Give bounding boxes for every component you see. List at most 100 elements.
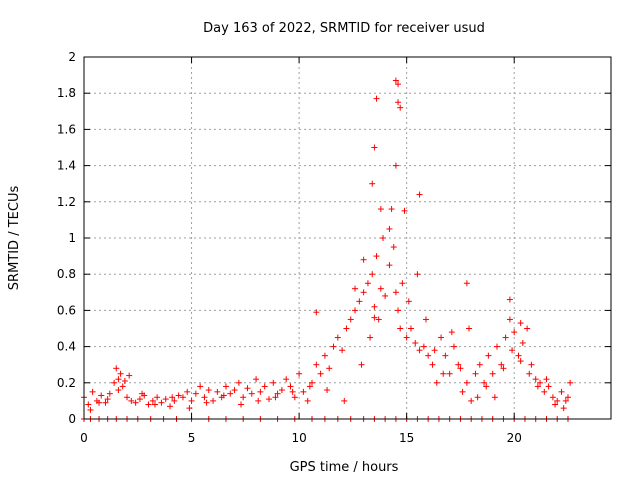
data-point <box>474 394 481 401</box>
data-point <box>188 397 195 404</box>
data-point <box>528 361 535 368</box>
y-tick-label: 0.2 <box>57 376 76 390</box>
data-point <box>534 383 541 390</box>
data-point <box>390 244 397 251</box>
data-point <box>205 387 212 394</box>
data-point <box>154 394 161 401</box>
data-point <box>416 347 423 354</box>
data-point <box>429 361 436 368</box>
data-point <box>554 397 561 404</box>
data-point <box>287 383 294 390</box>
data-point <box>562 397 569 404</box>
data-point <box>517 358 524 365</box>
data-point <box>395 81 402 88</box>
data-point <box>463 280 470 287</box>
data-point <box>220 392 227 399</box>
data-point <box>197 383 204 390</box>
data-point <box>352 285 359 292</box>
data-point <box>265 396 272 403</box>
grid <box>84 57 611 419</box>
data-point <box>440 370 447 377</box>
data-point <box>502 334 509 341</box>
axis-ticks: 00.20.40.60.811.21.41.61.820 5 10 15 20 <box>57 50 611 445</box>
data-point <box>448 329 455 336</box>
data-point <box>136 396 143 403</box>
data-point <box>283 376 290 383</box>
data-point <box>253 376 260 383</box>
data-point <box>132 399 139 406</box>
data-point <box>367 334 374 341</box>
data-point <box>397 325 404 332</box>
data-point <box>442 352 449 359</box>
data-point <box>382 292 389 299</box>
data-point <box>412 339 419 346</box>
data-point <box>106 390 113 397</box>
data-point <box>102 399 109 406</box>
data-point <box>300 388 307 395</box>
data-point <box>405 298 412 305</box>
data-point <box>324 387 331 394</box>
data-point <box>356 298 363 305</box>
data-point <box>392 77 399 84</box>
data-point <box>489 370 496 377</box>
data-point <box>558 388 565 395</box>
data-point <box>481 379 488 386</box>
data-point <box>564 394 571 401</box>
y-tick-label: 1.8 <box>57 86 76 100</box>
data-point <box>89 388 96 395</box>
data-point <box>238 401 245 408</box>
data-point <box>431 347 438 354</box>
data-point <box>450 343 457 350</box>
data-point <box>468 397 475 404</box>
x-tick-label: 20 <box>507 431 522 445</box>
y-tick-label: 1.6 <box>57 122 76 136</box>
data-point <box>291 394 298 401</box>
data-point <box>272 394 279 401</box>
data-point <box>231 387 238 394</box>
data-point <box>113 365 120 372</box>
data-point <box>341 397 348 404</box>
data-point <box>248 390 255 397</box>
data-point <box>463 379 470 386</box>
data-point <box>317 370 324 377</box>
data-point <box>304 397 311 404</box>
data-point <box>388 206 395 213</box>
data-point <box>240 394 247 401</box>
x-axis-label: GPS time / hours <box>290 460 399 475</box>
data-point <box>500 365 507 372</box>
data-point <box>145 401 152 408</box>
data-point <box>567 379 574 386</box>
x-tick-label: 10 <box>291 431 306 445</box>
data-point <box>179 394 186 401</box>
data-point <box>306 383 313 390</box>
y-tick-label: 0 <box>68 412 76 426</box>
data-point <box>537 379 544 386</box>
data-point <box>459 388 466 395</box>
y-tick-label: 0.6 <box>57 303 76 317</box>
data-point <box>151 401 158 408</box>
data-point <box>139 390 146 397</box>
data-point <box>552 401 559 408</box>
x-tick-label: 0 <box>80 431 88 445</box>
data-point <box>121 377 128 384</box>
data-point <box>360 289 367 296</box>
data-point <box>485 352 492 359</box>
data-point <box>399 280 406 287</box>
data-point <box>455 361 462 368</box>
data-point <box>379 235 386 241</box>
data-point <box>257 388 264 395</box>
data-point <box>395 99 402 106</box>
data-point <box>210 397 217 404</box>
data-point <box>414 271 421 278</box>
data-point <box>278 387 285 394</box>
data-point <box>526 370 533 377</box>
data-point <box>270 379 277 386</box>
y-axis-label: SRMTID / TECUs <box>7 186 22 291</box>
data-point <box>519 339 526 346</box>
data-point <box>289 388 296 395</box>
data-point <box>343 325 350 332</box>
data-point <box>274 390 281 397</box>
data-point <box>162 396 169 403</box>
data-point <box>506 316 513 323</box>
